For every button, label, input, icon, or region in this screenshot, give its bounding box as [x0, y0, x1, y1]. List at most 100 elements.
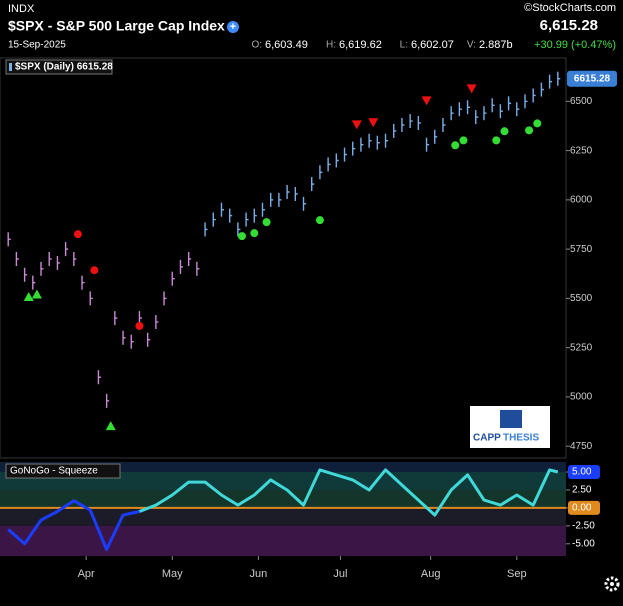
price-tick	[221, 209, 224, 211]
price-bar	[122, 330, 124, 345]
signal-dot	[90, 266, 99, 275]
gear-hub	[610, 582, 614, 586]
price-tick	[426, 143, 430, 146]
price-tick	[98, 376, 101, 378]
signal-up	[105, 421, 116, 431]
price-tick	[155, 321, 159, 323]
zone-band	[0, 489, 566, 508]
price-bar	[294, 186, 297, 201]
logo-text: CAPP	[473, 433, 501, 444]
x-tick-label: Jul	[333, 568, 347, 580]
signal-dot	[237, 232, 246, 241]
y-tick-label: 5250	[570, 342, 593, 353]
signal-dot	[492, 136, 501, 145]
legend-swatch	[9, 63, 12, 71]
y-tick-label: -5.00	[572, 538, 595, 549]
title: $SPX - S&P 500 Large Cap Index	[8, 18, 225, 34]
x-tick-label: Jun	[250, 568, 268, 580]
logo-text: THESIS	[503, 433, 539, 444]
zone-band	[0, 472, 566, 490]
logo-icon	[500, 410, 522, 428]
price-tick	[492, 104, 495, 106]
y-tick-label: 0.00	[572, 503, 592, 514]
price-tick	[82, 281, 85, 284]
price-tick	[369, 140, 372, 142]
price-tick	[65, 248, 69, 250]
price-tick	[418, 122, 421, 124]
price-tick	[500, 110, 503, 112]
price-tick	[319, 171, 323, 173]
price-tick	[336, 159, 339, 162]
price-tick	[278, 199, 282, 201]
price-tick	[410, 120, 413, 122]
price-bar	[130, 334, 132, 349]
price-tick	[516, 108, 520, 110]
last-price-label: 6615.28	[574, 73, 611, 84]
plot-frame	[0, 57, 567, 459]
price-tick	[123, 337, 126, 339]
price-tick	[114, 317, 118, 319]
price-tick	[196, 268, 200, 270]
price-bar	[376, 135, 379, 150]
price-tick	[344, 153, 348, 156]
price-bar	[64, 242, 67, 257]
signal-dot	[250, 229, 259, 238]
price-tick	[106, 400, 110, 402]
y-tick-label: 5.00	[572, 467, 592, 478]
price-tick	[172, 277, 175, 280]
price-tick	[311, 183, 315, 185]
price-tick	[49, 258, 52, 260]
legend-box	[5, 59, 113, 75]
price-tick	[147, 339, 151, 341]
price-tick	[16, 258, 19, 260]
x-tick-label: Aug	[421, 568, 441, 580]
settings-icon[interactable]	[604, 576, 620, 592]
signal-down	[351, 120, 362, 130]
signal-dot	[135, 321, 144, 330]
price-bar	[491, 98, 493, 113]
price-tick	[131, 341, 134, 343]
price-tick	[508, 102, 512, 105]
price-tick	[385, 140, 389, 142]
price-tick	[467, 106, 471, 108]
signal-down	[368, 118, 379, 128]
price-tick	[328, 163, 331, 166]
price-tick	[352, 147, 356, 150]
price-tick	[180, 266, 183, 268]
price-tick	[237, 228, 241, 231]
price-tick	[73, 258, 77, 260]
ohlc-label: H:	[326, 40, 336, 51]
price-tick	[401, 124, 405, 126]
price-bar	[237, 222, 239, 237]
price-tick	[360, 143, 364, 146]
y-tick-label: -2.50	[572, 521, 595, 532]
last-price-box	[567, 70, 617, 87]
ohlc-label: O:	[251, 40, 262, 51]
price-tick	[32, 281, 36, 284]
y-tick-label: 4750	[570, 441, 593, 452]
x-tick-label: Sep	[507, 568, 527, 580]
price-bar	[434, 129, 436, 144]
signal-dot	[451, 141, 460, 150]
ohlc-row: O: 6,603.49 H: 6,619.62 L: 6,602.07 V: 2.887b +3…	[251, 39, 616, 51]
signal-up	[31, 289, 42, 299]
price-tick	[57, 262, 60, 264]
signal-dot	[459, 136, 468, 145]
price-tick	[557, 77, 561, 80]
price-bar	[187, 251, 190, 266]
price-bar	[73, 251, 75, 266]
add-icon[interactable]	[227, 21, 239, 33]
change: +30.99 (+0.47%)	[534, 39, 616, 51]
y-tick-label: 6000	[570, 195, 593, 206]
price-tick	[90, 297, 93, 300]
price-tick	[483, 112, 487, 114]
price-tick	[246, 218, 249, 221]
signal-dot	[533, 119, 542, 128]
price-tick	[164, 297, 167, 300]
gear	[604, 576, 620, 592]
price-tick	[451, 112, 454, 114]
zone-band	[0, 525, 566, 556]
price-tick	[303, 203, 307, 205]
price-tick	[262, 209, 265, 211]
